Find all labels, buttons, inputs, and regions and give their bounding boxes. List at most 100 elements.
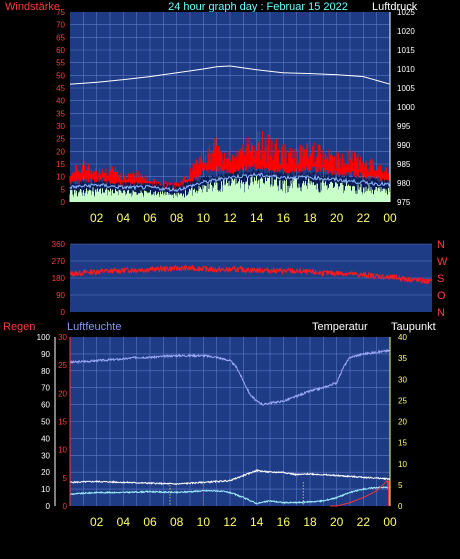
y-left-inner-tick-label: 30 — [58, 333, 67, 342]
y-right-tick-label: 1025 — [397, 8, 415, 17]
x-tick-label: 22 — [357, 211, 371, 225]
temp-humidity-panel: 1009080706050403020100302520151050403530… — [37, 333, 408, 529]
x-tick-label: 14 — [250, 515, 264, 529]
x-tick-label: 08 — [170, 515, 184, 529]
y-left-inner-tick-label: 20 — [58, 389, 67, 398]
x-tick-label: 14 — [250, 211, 264, 225]
y-left-outer-tick-label: 30 — [41, 451, 50, 460]
footer-label-taupunkt: Taupunkt — [391, 321, 436, 333]
y-left-outer-tick-label: 50 — [41, 418, 50, 427]
y-left-tick-label: 10 — [56, 173, 65, 182]
x-tick-label: 16 — [277, 211, 291, 225]
y-left-tick-label: 60 — [56, 46, 65, 55]
y-left-outer-tick-label: 100 — [37, 333, 51, 342]
y-left-outer-tick-label: 70 — [41, 384, 50, 393]
x-tick-label: 10 — [197, 211, 211, 225]
x-tick-label: 18 — [303, 515, 317, 529]
y-right-tick-label: 1010 — [397, 65, 415, 74]
footer-label-regen: Regen — [3, 321, 35, 333]
x-tick-label: 22 — [357, 515, 371, 529]
y-right-tick-label: 995 — [397, 122, 411, 131]
header-right-label: Luftdruck — [372, 1, 418, 13]
y-right-tick-label: 10 — [398, 460, 407, 469]
wind-pressure-panel: 7570656055504540353025201510501025102010… — [56, 8, 415, 225]
y-right-tick-label: W — [437, 256, 448, 268]
y-left-inner-tick-label: 5 — [63, 474, 68, 483]
y-right-tick-label: 985 — [397, 160, 411, 169]
y-right-tick-label: O — [437, 290, 446, 302]
y-left-tick-label: 25 — [56, 135, 65, 144]
y-left-inner-tick-label: 15 — [58, 418, 67, 427]
x-tick-label: 20 — [330, 211, 344, 225]
footer-label-temperatur: Temperatur — [312, 321, 368, 333]
header-left-label: Windstärke — [5, 1, 60, 13]
y-left-inner-tick-label: 0 — [63, 502, 68, 511]
y-right-tick-label: 1020 — [397, 27, 415, 36]
y-right-tick-label: 15 — [398, 439, 407, 448]
x-tick-label: 16 — [277, 515, 291, 529]
y-left-tick-label: 5 — [61, 185, 66, 194]
y-right-tick-label: N — [437, 239, 445, 251]
y-left-tick-label: 0 — [61, 198, 66, 207]
y-right-tick-label: 975 — [397, 198, 411, 207]
y-left-outer-tick-label: 40 — [41, 434, 50, 443]
pressure-series — [69, 65, 390, 85]
x-tick-label: 00 — [383, 211, 397, 225]
y-right-tick-label: 1005 — [397, 84, 415, 93]
x-tick-label: 08 — [170, 211, 184, 225]
y-left-tick-label: 90 — [56, 291, 65, 300]
y-left-tick-label: 50 — [56, 71, 65, 80]
rain-series — [330, 479, 389, 507]
y-left-tick-label: 30 — [56, 122, 65, 131]
y-left-tick-label: 360 — [52, 240, 66, 249]
humidity-series — [69, 348, 391, 406]
y-left-tick-label: 180 — [52, 274, 66, 283]
y-left-tick-label: 35 — [56, 109, 65, 118]
y-left-tick-label: 65 — [56, 33, 65, 42]
y-right-tick-label: 20 — [398, 418, 407, 427]
y-right-tick-label: 1015 — [397, 46, 415, 55]
y-right-tick-label: 35 — [398, 354, 407, 363]
wind-direction-series — [69, 264, 432, 285]
x-tick-label: 20 — [330, 515, 344, 529]
y-left-outer-tick-label: 80 — [41, 367, 50, 376]
x-tick-label: 04 — [117, 515, 131, 529]
y-left-tick-label: 15 — [56, 160, 65, 169]
x-tick-label: 06 — [143, 211, 157, 225]
y-left-inner-tick-label: 10 — [58, 446, 67, 455]
y-right-tick-label: 5 — [398, 481, 403, 490]
y-left-outer-tick-label: 60 — [41, 401, 50, 410]
dewpoint-series — [69, 486, 391, 505]
x-tick-label: 00 — [383, 515, 397, 529]
x-tick-label: 04 — [117, 211, 131, 225]
y-left-outer-tick-label: 20 — [41, 468, 50, 477]
footer-label-luftfeuchte: Luftfeuchte — [67, 321, 121, 333]
y-right-tick-label: 25 — [398, 396, 407, 405]
y-right-tick-label: N — [437, 307, 445, 319]
x-tick-label: 02 — [90, 515, 104, 529]
y-left-outer-tick-label: 90 — [41, 350, 50, 359]
x-tick-label: 06 — [143, 515, 157, 529]
y-left-tick-label: 75 — [56, 8, 65, 17]
y-left-tick-label: 55 — [56, 59, 65, 68]
y-left-tick-label: 70 — [56, 21, 65, 30]
y-right-tick-label: S — [437, 273, 444, 285]
y-right-tick-label: 1000 — [397, 103, 415, 112]
y-right-tick-label: 0 — [398, 502, 403, 511]
y-right-tick-label: 990 — [397, 141, 411, 150]
y-left-outer-tick-label: 10 — [41, 485, 50, 494]
y-left-tick-label: 270 — [52, 257, 66, 266]
y-left-inner-tick-label: 25 — [58, 361, 67, 370]
y-left-tick-label: 20 — [56, 147, 65, 156]
y-left-tick-label: 0 — [61, 308, 66, 317]
x-tick-label: 02 — [90, 211, 104, 225]
header-title: 24 hour graph day : Februar 15 2022 — [168, 1, 348, 13]
y-left-tick-label: 45 — [56, 84, 65, 93]
wind-avg-series — [69, 175, 390, 202]
x-tick-label: 12 — [223, 515, 237, 529]
x-tick-label: 10 — [197, 515, 211, 529]
y-right-tick-label: 30 — [398, 375, 407, 384]
